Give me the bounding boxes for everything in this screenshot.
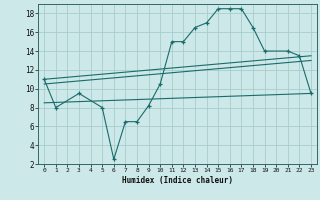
X-axis label: Humidex (Indice chaleur): Humidex (Indice chaleur) [122,176,233,185]
